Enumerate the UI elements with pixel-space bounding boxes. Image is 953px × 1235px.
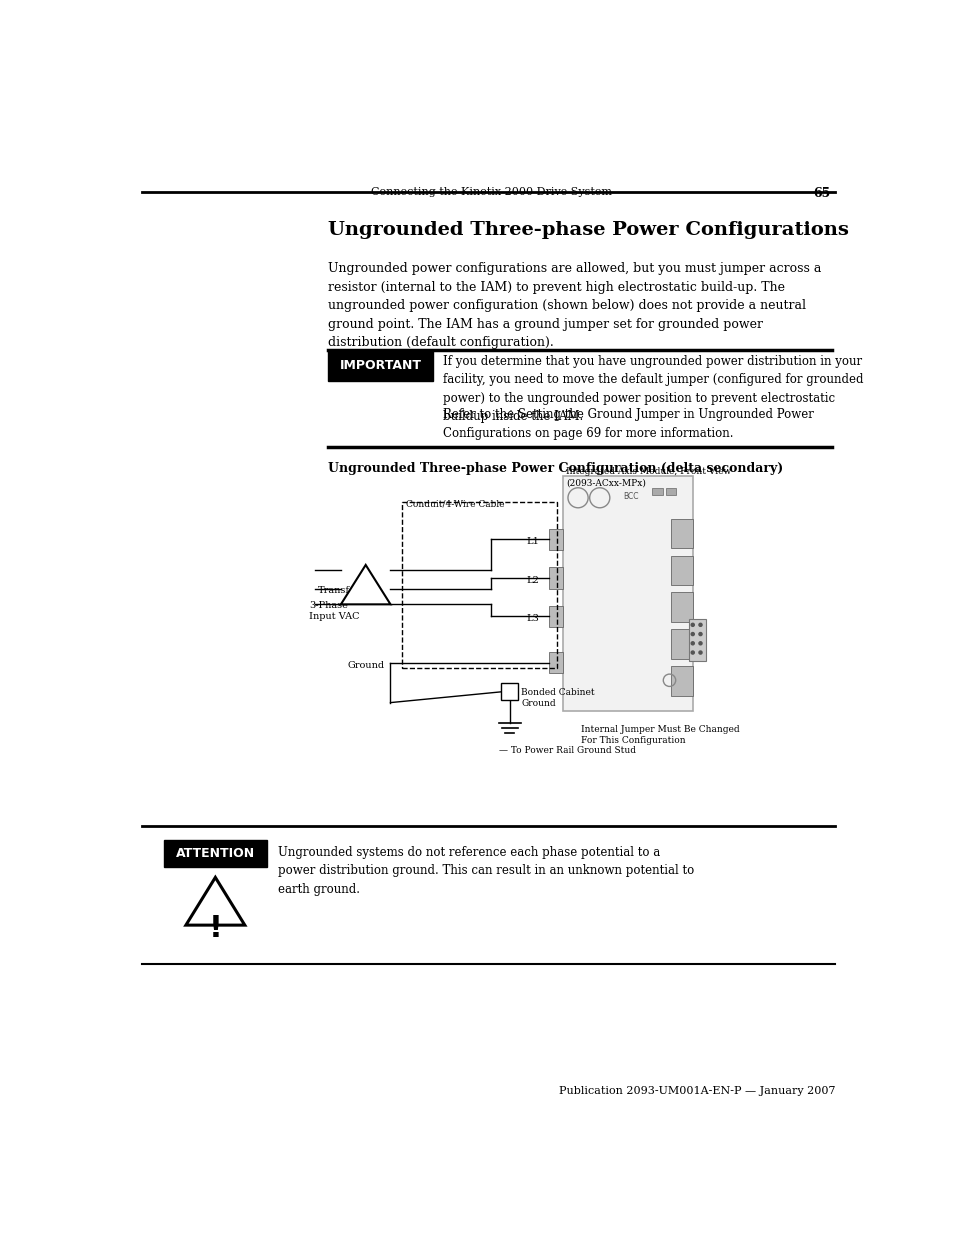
Text: Ungrounded systems do not reference each phase potential to a
power distribution: Ungrounded systems do not reference each… xyxy=(278,846,694,895)
Text: Refer to the Setting the Ground Jumper in Ungrounded Power
Configurations on pag: Refer to the Setting the Ground Jumper i… xyxy=(443,409,813,440)
Circle shape xyxy=(691,642,694,645)
Circle shape xyxy=(691,624,694,626)
Bar xyxy=(548,605,562,627)
Text: If you determine that you have ungrounded power distribution in your
facility, y: If you determine that you have ungrounde… xyxy=(443,354,862,424)
Text: Ungrounded power configurations are allowed, but you must jumper across a
resist: Ungrounded power configurations are allo… xyxy=(328,262,821,350)
Text: Transformer: Transformer xyxy=(317,585,379,594)
Bar xyxy=(670,556,692,585)
Bar xyxy=(548,529,562,550)
Circle shape xyxy=(699,624,701,626)
Text: Integrated Axis Module, Front View
(2093-ACxx-MPx): Integrated Axis Module, Front View (2093… xyxy=(566,467,731,487)
Polygon shape xyxy=(340,564,390,604)
Bar xyxy=(670,593,692,621)
Bar xyxy=(402,503,557,668)
Bar xyxy=(500,683,517,700)
Circle shape xyxy=(699,642,701,645)
Text: Connecting the Kinetix 2000 Drive System: Connecting the Kinetix 2000 Drive System xyxy=(371,186,611,196)
Bar xyxy=(164,840,266,867)
Text: Internal Jumper Must Be Changed
For This Configuration: Internal Jumper Must Be Changed For This… xyxy=(580,725,739,745)
Bar xyxy=(651,488,661,495)
Circle shape xyxy=(699,632,701,636)
Text: L2: L2 xyxy=(526,576,539,584)
Text: 65: 65 xyxy=(813,186,830,200)
Text: Publication 2093-UM001A-EN-P — January 2007: Publication 2093-UM001A-EN-P — January 2… xyxy=(558,1086,835,1095)
Bar xyxy=(670,630,692,658)
Text: Conduit/4-Wire Cable: Conduit/4-Wire Cable xyxy=(406,499,504,509)
Bar xyxy=(670,519,692,548)
Text: 3-Phase
Input VAC: 3-Phase Input VAC xyxy=(309,601,359,621)
Bar xyxy=(562,477,692,711)
Bar xyxy=(548,567,562,589)
Text: L1: L1 xyxy=(526,537,539,546)
Text: Bonded Cabinet
Ground: Bonded Cabinet Ground xyxy=(521,688,595,708)
Text: IMPORTANT: IMPORTANT xyxy=(339,359,421,372)
Polygon shape xyxy=(186,877,245,925)
Text: BCC: BCC xyxy=(622,492,638,500)
Text: ATTENTION: ATTENTION xyxy=(175,847,254,861)
Text: Ungrounded Three-phase Power Configurations: Ungrounded Three-phase Power Configurati… xyxy=(328,221,848,240)
Bar xyxy=(688,619,705,661)
Text: Ungrounded Three-phase Power Configuration (delta secondary): Ungrounded Three-phase Power Configurati… xyxy=(328,462,783,475)
Circle shape xyxy=(699,651,701,655)
Circle shape xyxy=(691,632,694,636)
Text: !: ! xyxy=(208,914,222,944)
Text: L3: L3 xyxy=(526,614,539,622)
Bar xyxy=(548,652,562,673)
Circle shape xyxy=(691,651,694,655)
Bar xyxy=(670,667,692,695)
Text: — To Power Rail Ground Stud: — To Power Rail Ground Stud xyxy=(498,746,636,756)
Bar xyxy=(328,352,433,380)
Bar xyxy=(665,488,676,495)
Text: Ground: Ground xyxy=(348,661,385,671)
